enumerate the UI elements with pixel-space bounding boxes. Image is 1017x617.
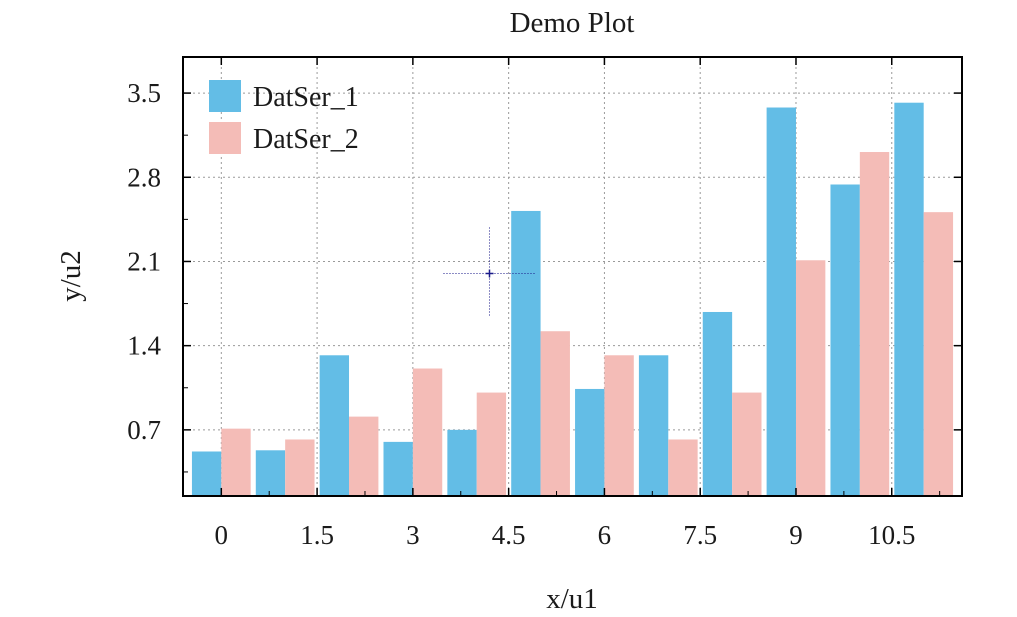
bar-datser-1-8 bbox=[702, 311, 733, 496]
bar-datser-1-0 bbox=[191, 451, 222, 496]
bar-datser-2-10 bbox=[859, 152, 890, 497]
bar-datser-1-11 bbox=[894, 102, 924, 497]
y-tick-label: 2.8 bbox=[127, 162, 161, 192]
bar-datser-1-9 bbox=[766, 107, 796, 496]
bar-datser-2-1 bbox=[285, 439, 315, 496]
y-tick-label: 0.7 bbox=[127, 415, 161, 445]
x-tick-label: 4.5 bbox=[492, 520, 526, 550]
x-tick-label: 1.5 bbox=[300, 520, 334, 550]
bar-datser-2-2 bbox=[349, 416, 379, 496]
bar-datser-1-3 bbox=[383, 441, 413, 496]
bar-datser-2-5 bbox=[540, 331, 570, 496]
bar-datser-2-4 bbox=[476, 392, 507, 496]
y-tick-label: 2.1 bbox=[127, 246, 161, 276]
bar-datser-1-5 bbox=[511, 210, 541, 496]
bar-datser-2-11 bbox=[923, 212, 954, 496]
bar-datser-2-0 bbox=[221, 428, 251, 496]
x-axis-label: x/u1 bbox=[546, 583, 598, 615]
y-axis-label: y/u2 bbox=[55, 250, 87, 302]
x-tick-label: 9 bbox=[789, 520, 803, 550]
y-tick-label: 3.5 bbox=[127, 78, 161, 108]
chart-title: Demo Plot bbox=[510, 7, 635, 39]
legend-label-2: DatSer_2 bbox=[253, 124, 359, 155]
y-tick-labels: 0.7 1.4 2.1 2.8 3.5 bbox=[127, 78, 161, 445]
annotations bbox=[443, 227, 536, 318]
bar-datser-1-6 bbox=[575, 388, 605, 496]
bar-datser-2-3 bbox=[412, 368, 443, 496]
bar-datser-2-6 bbox=[604, 355, 634, 496]
bar-datser-1-4 bbox=[447, 429, 477, 496]
bar-datser-1-7 bbox=[638, 355, 669, 496]
bar-datser-1-1 bbox=[255, 450, 286, 496]
axis-ticks bbox=[183, 57, 962, 496]
legend-label-1: DatSer_1 bbox=[253, 82, 359, 113]
bars bbox=[191, 102, 954, 497]
legend-swatch-1 bbox=[209, 80, 241, 112]
y-tick-label: 1.4 bbox=[127, 331, 161, 361]
bar-datser-2-8 bbox=[732, 392, 762, 496]
x-tick-label: 6 bbox=[598, 520, 612, 550]
legend-swatch-2 bbox=[209, 122, 241, 154]
x-tick-label: 10.5 bbox=[868, 520, 915, 550]
bar-datser-1-2 bbox=[319, 355, 350, 496]
x-tick-labels: 0 1.5 3 4.5 6 7.5 9 10.5 bbox=[215, 520, 916, 550]
x-tick-label: 3 bbox=[406, 520, 420, 550]
bar-datser-1-10 bbox=[830, 184, 860, 496]
bar-datser-2-9 bbox=[795, 260, 826, 496]
legend: DatSer_1 DatSer_2 bbox=[209, 80, 359, 155]
x-tick-label: 7.5 bbox=[683, 520, 717, 550]
bar-datser-2-7 bbox=[668, 439, 698, 496]
plot-frame bbox=[182, 56, 963, 497]
x-tick-label: 0 bbox=[215, 520, 229, 550]
